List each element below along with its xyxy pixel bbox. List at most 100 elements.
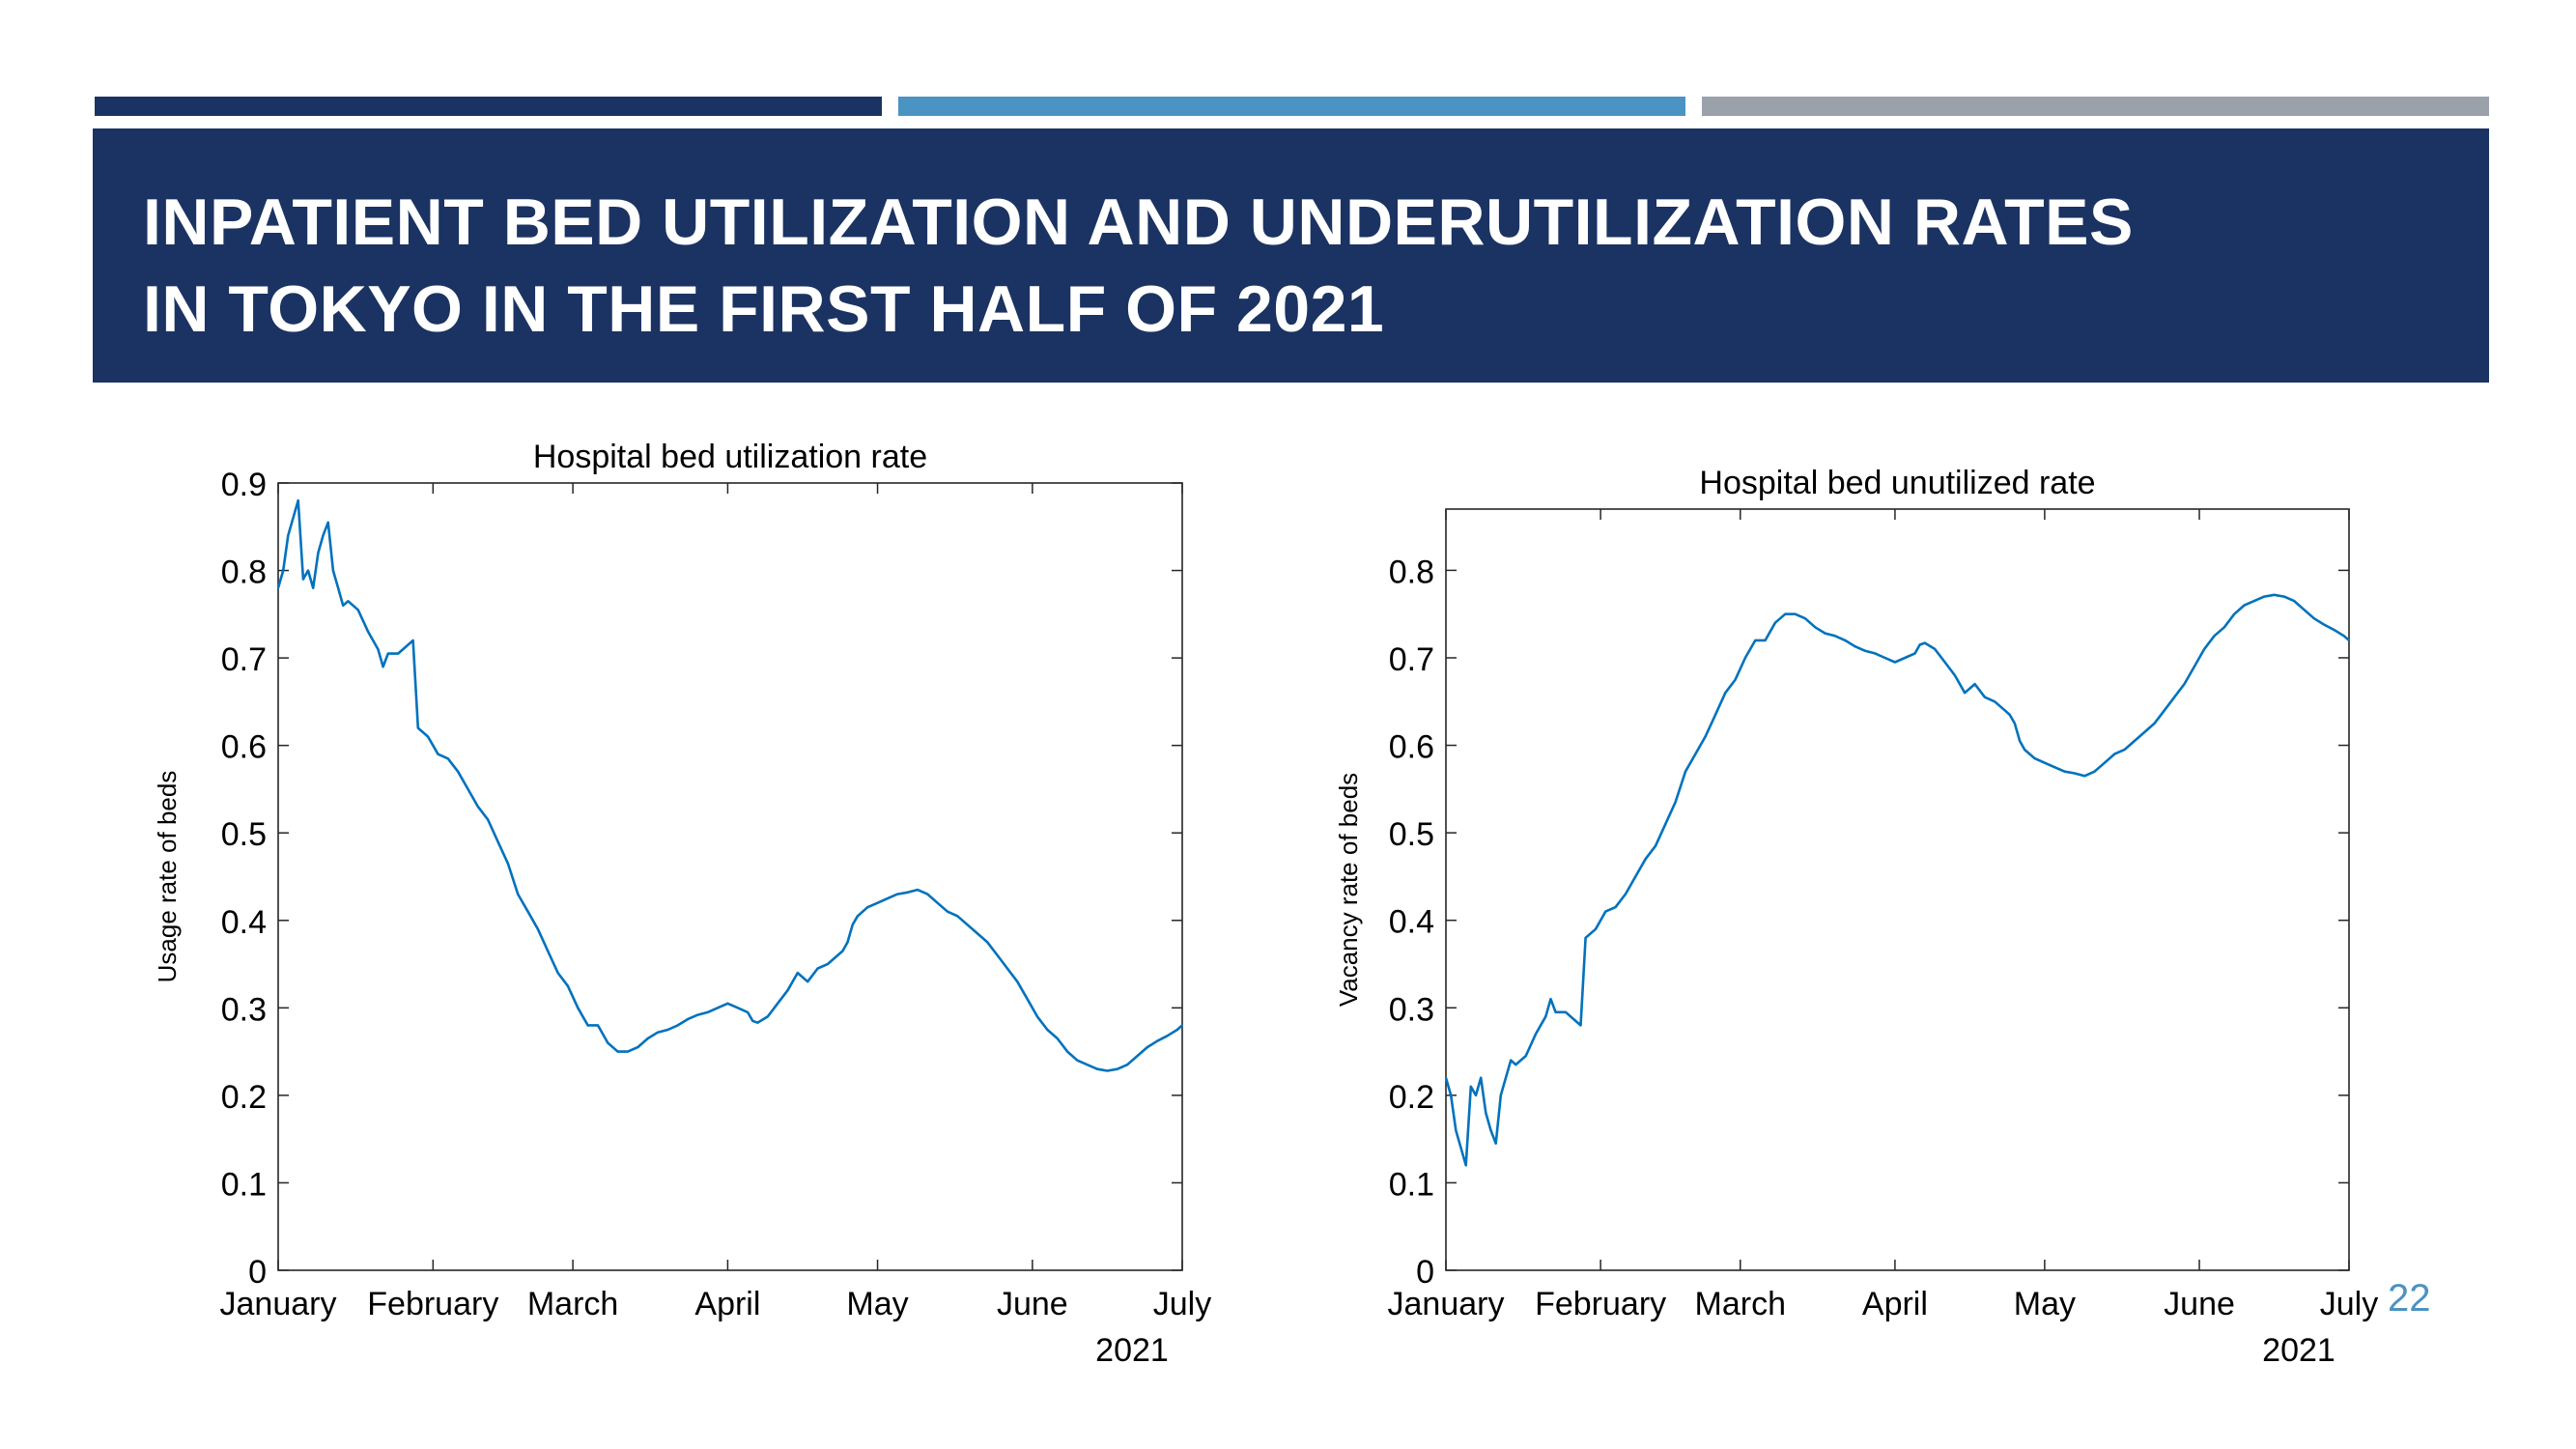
data-point [457,770,460,773]
data-point [2123,749,2126,751]
data-point [956,915,959,918]
data-point [1724,692,1727,695]
data-point [1136,1055,1139,1057]
data-point [437,753,439,755]
data-point [586,1024,589,1027]
data-point [1076,1059,1079,1062]
data-point [966,923,969,926]
data-point [287,534,290,537]
data-point [1445,1076,1447,1079]
data-point [657,1031,659,1034]
plot-area [1445,508,2350,1271]
data-point [2113,753,2116,755]
data-point [556,972,559,974]
data-point [726,1002,729,1005]
data-point [567,984,569,987]
data-point [2263,595,2266,598]
y-tick-label: 0.3 [1389,991,1434,1028]
data-point [1824,632,1826,635]
data-point [1625,893,1627,895]
data-point [2312,617,2315,620]
data-point [666,1029,669,1031]
data-point [1166,1035,1169,1037]
data-point [1894,661,1896,664]
data-point [676,1024,679,1027]
data-point [446,757,449,760]
data-point [607,1041,609,1044]
data-point [2253,600,2255,602]
data-point [2153,723,2156,724]
data-point [1794,612,1797,615]
data-point [996,954,999,956]
data-point [1744,657,1746,659]
data-point [2233,612,2236,615]
data-point [1086,1064,1089,1066]
data-point [377,648,380,650]
data-point [477,806,479,808]
data-point [751,1020,754,1022]
data-point [411,639,414,641]
data-point [1784,612,1787,615]
x-tick-label: July [2320,1286,2378,1322]
x-tick-label: May [2014,1286,2076,1322]
data-point [857,915,859,918]
data-point [736,1007,739,1009]
data-point [317,552,320,554]
data-point [616,1050,619,1053]
data-point [302,578,304,581]
y-tick-label: 0.1 [221,1166,267,1203]
data-point [936,901,939,904]
y-tick-label: 0.4 [1389,904,1434,941]
data-point [2003,709,2006,712]
data-point [1016,980,1019,983]
data-point [786,989,789,992]
data-point [292,517,295,520]
data-point [356,609,359,611]
x-tick-label: March [1695,1286,1786,1322]
data-point [1854,645,1856,648]
data-point [517,893,520,895]
y-axis-label: Vacancy rate of beds [1334,773,1363,1007]
data-point [1994,700,1996,703]
data-point [1480,1076,1483,1079]
data-point [487,818,490,821]
data-point [2134,740,2136,742]
data-point [507,863,509,865]
data-point [326,521,329,524]
data-point [297,499,299,501]
data-point [537,927,539,930]
data-point [687,1018,689,1020]
data-point [1913,652,1916,655]
y-tick-label: 0.8 [1389,554,1434,590]
data-point [1984,696,1986,698]
data-point [2083,775,2086,778]
data-point [1006,967,1008,970]
data-point [816,967,819,970]
data-point [1595,927,1597,930]
data-point [2014,723,2016,724]
y-tick-label: 0 [248,1254,267,1291]
data-point [1464,1164,1467,1167]
data-point [1584,936,1587,939]
data-point [2273,593,2276,596]
data-point [1918,643,1921,646]
data-point [1156,1039,1158,1042]
x-year-label: 2021 [1095,1332,1169,1369]
data-point [277,586,279,589]
data-point [382,666,384,668]
y-tick-label: 0.2 [1389,1079,1434,1116]
data-point [1450,1094,1453,1096]
data-point [777,1002,778,1005]
data-point [1565,1010,1567,1013]
y-tick-label: 0.8 [221,554,267,591]
data-point [841,950,844,952]
data-point [1924,641,1926,644]
data-point [526,910,529,913]
data-point [1181,1024,1183,1027]
data-point [1589,932,1592,935]
data-point [2173,696,2176,698]
data-point [1883,657,1886,659]
data-point [1764,639,1767,641]
data-point [826,963,829,965]
chart-title: Hospital bed unutilized rate [1699,465,2095,501]
